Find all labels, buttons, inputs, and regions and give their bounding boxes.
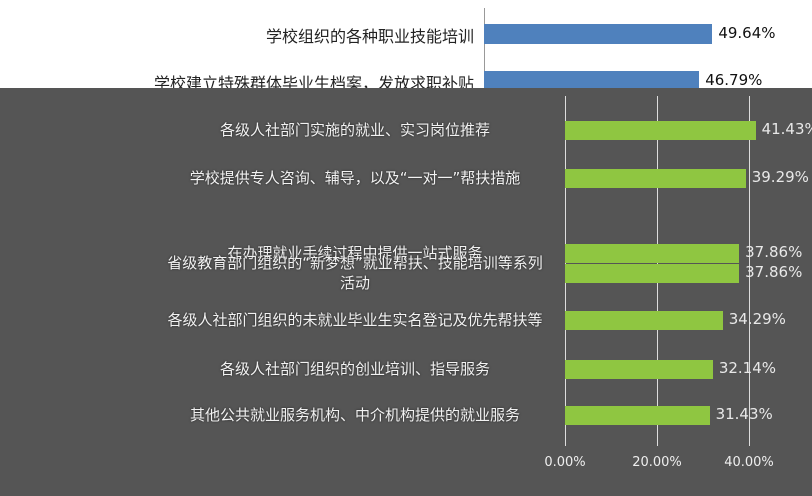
category-label: 其他公共就业服务机构、中介机构提供的就业服务: [189, 406, 520, 424]
bar: [565, 263, 740, 283]
value-label: 46.79%: [705, 71, 763, 89]
value-label: 32.14%: [718, 359, 777, 377]
bar: [565, 359, 713, 379]
grid-line: [748, 96, 750, 446]
value-label: 39.29%: [751, 168, 809, 186]
category-label: 各级人社部门组织的未就业毕业生实名登记及优先帮扶等: [167, 311, 543, 329]
x-tick-label: 20.00%: [632, 455, 682, 470]
value-label: 37.86%: [745, 263, 803, 281]
bar: [484, 24, 713, 44]
category-label: 各级人社部门实施的就业、实习岗位推荐: [219, 121, 490, 139]
axis-line: [484, 8, 485, 88]
overlay-panel: [0, 88, 812, 496]
bar: [565, 120, 756, 140]
value-label: 37.86%: [745, 243, 803, 261]
category-label: 各级人社部门组织的创业培训、指导服务: [219, 360, 490, 378]
value-label: 31.43%: [715, 405, 773, 423]
value-label: 49.64%: [718, 24, 776, 42]
value-label: 34.29%: [728, 310, 786, 328]
category-label: 在办理就业手续过程中提供一站式服务: [227, 244, 483, 262]
bar: [565, 243, 740, 263]
x-tick-label: 0.00%: [544, 455, 586, 470]
bar: [565, 168, 746, 188]
category-label: 省级教育部门组织的“新梦想”就业帮扶、技能培训等系列活动: [167, 254, 543, 292]
bar: [565, 310, 723, 330]
value-label: 41.43%: [761, 120, 812, 138]
x-tick-label: 40.00%: [724, 455, 774, 470]
bar: [484, 71, 700, 91]
category-label: 学校组织的各种职业技能培训: [265, 27, 474, 46]
bar: [565, 405, 710, 425]
category-label: 学校提供专人咨询、辅导，以及“一对一”帮扶措施: [189, 169, 521, 187]
